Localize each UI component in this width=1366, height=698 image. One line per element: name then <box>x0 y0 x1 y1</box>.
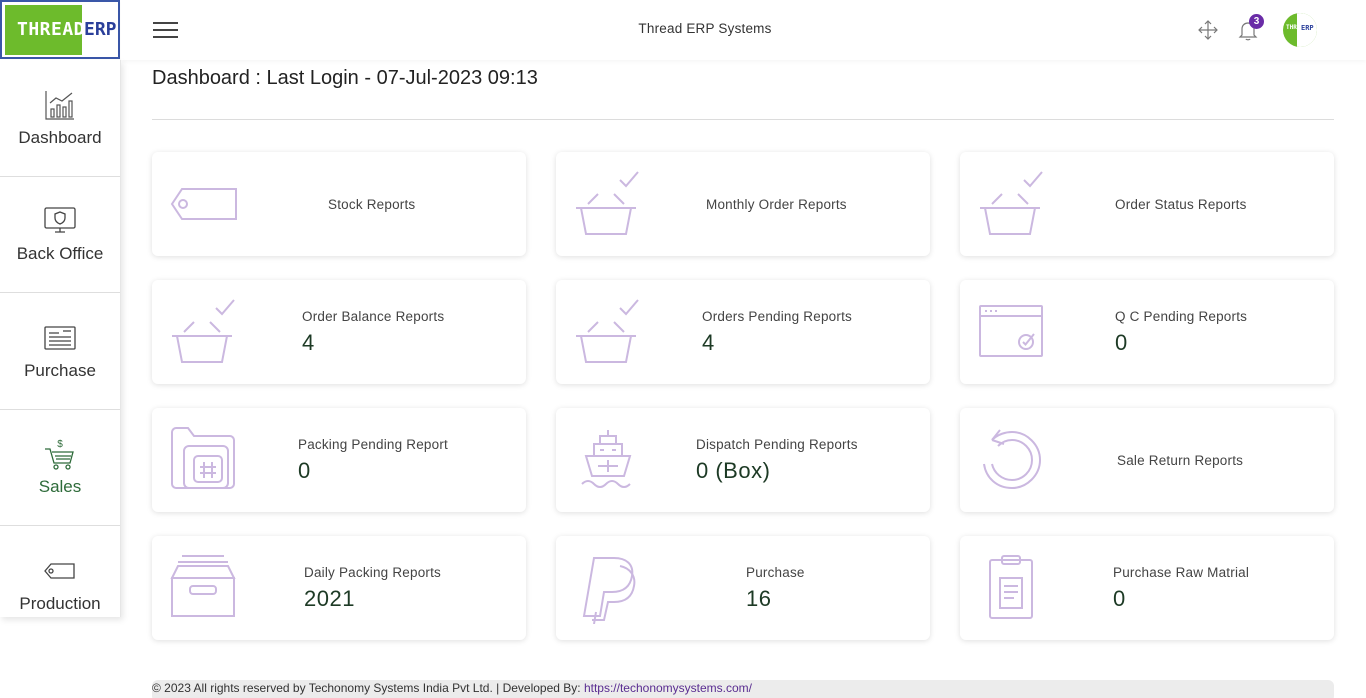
bell-icon[interactable] <box>1237 19 1259 41</box>
cart-dollar-icon: $ <box>45 439 74 470</box>
app-title: Thread ERP Systems <box>638 21 772 36</box>
sidebar-item-label: Back Office <box>16 244 104 264</box>
card-label: Order Balance Reports <box>302 308 445 324</box>
sidebar: Dashboard Back Office Purchase $ <box>0 60 121 617</box>
divider <box>152 119 1334 120</box>
footer-link[interactable]: https://techonomysystems.com/ <box>583 681 753 695</box>
folder-hash-icon <box>171 427 235 489</box>
basket-check-icon <box>576 171 639 235</box>
card-sale-return-reports[interactable]: Sale Return Reports <box>960 408 1334 512</box>
fullscreen-move-icon[interactable] <box>1197 19 1219 41</box>
avatar-left-text: THREAD <box>1286 24 1308 31</box>
notification-badge: 3 <box>1249 14 1264 29</box>
archive-box-icon <box>170 555 236 617</box>
card-daily-packing-reports[interactable]: Daily Packing Reports 2021 <box>152 536 526 640</box>
paypal-icon <box>582 557 636 624</box>
card-label: Monthly Order Reports <box>706 196 847 212</box>
card-label: Stock Reports <box>328 196 416 212</box>
return-arrow-icon <box>983 429 1042 490</box>
monitor-shield-icon <box>44 207 76 233</box>
card-order-balance-reports[interactable]: Order Balance Reports 4 <box>152 280 526 384</box>
avatar-right-text: ERP <box>1301 24 1314 32</box>
sidebar-item-label: Purchase <box>24 360 96 380</box>
card-purchase-raw-matrial[interactable]: Purchase Raw Matrial 0 <box>960 536 1334 640</box>
logo-left-text: THREAD <box>5 5 85 55</box>
sidebar-item-back-office[interactable]: Back Office <box>0 177 120 293</box>
card-label: Packing Pending Report <box>298 436 448 452</box>
card-purchase[interactable]: Purchase 16 <box>556 536 930 640</box>
menu-toggle-icon[interactable] <box>153 22 178 38</box>
card-value: 0 (Box) <box>696 457 771 483</box>
sidebar-item-purchase[interactable]: Purchase <box>0 293 120 410</box>
card-value: 0 <box>1115 329 1128 355</box>
footer: © 2023 All rights reserved by Techonomy … <box>152 680 1334 698</box>
card-label: Dispatch Pending Reports <box>696 436 858 452</box>
basket-check-icon <box>172 299 235 363</box>
sidebar-item-label: Production <box>19 594 101 614</box>
card-value: 4 <box>702 329 715 355</box>
top-bar: Thread ERP Systems <box>121 0 1366 60</box>
footer-text: © 2023 All rights reserved by Techonomy … <box>152 681 584 695</box>
basket-check-icon <box>576 299 639 363</box>
card-value: 0 <box>298 457 311 483</box>
card-value: 0 <box>1113 585 1126 611</box>
card-stock-reports[interactable]: Stock Reports <box>152 152 526 256</box>
card-label: Sale Return Reports <box>1117 452 1244 468</box>
card-label: Purchase <box>746 564 805 580</box>
document-icon <box>44 326 76 350</box>
card-packing-pending-report[interactable]: Packing Pending Report 0 <box>152 408 526 512</box>
card-monthly-order-reports[interactable]: Monthly Order Reports <box>556 152 930 256</box>
card-dispatch-pending-reports[interactable]: Dispatch Pending Reports 0 (Box) <box>556 408 930 512</box>
sidebar-item-label: Sales <box>38 477 82 497</box>
card-order-status-reports[interactable]: Order Status Reports <box>960 152 1334 256</box>
logo-right-text: ERP <box>84 19 117 40</box>
card-value: 2021 <box>304 585 355 611</box>
clipboard-icon <box>989 555 1033 619</box>
basket-check-icon <box>980 171 1043 235</box>
svg-text:$: $ <box>57 439 63 450</box>
card-value: 16 <box>746 585 772 611</box>
sidebar-item-dashboard[interactable]: Dashboard <box>0 60 120 177</box>
logo[interactable]: THREAD ERP <box>0 0 120 59</box>
tag-icon <box>44 563 75 579</box>
chart-icon <box>45 90 74 120</box>
sidebar-item-production[interactable]: Production <box>0 526 120 643</box>
tag-icon <box>170 188 237 220</box>
card-label: Orders Pending Reports <box>702 308 852 324</box>
card-label: Purchase Raw Matrial <box>1113 564 1250 580</box>
sidebar-item-label: Dashboard <box>18 127 102 147</box>
browser-check-icon <box>979 305 1043 357</box>
avatar[interactable]: THREAD ERP <box>1283 13 1317 47</box>
page-title: Dashboard : Last Login - 07-Jul-2023 09:… <box>152 67 538 89</box>
card-label: Q C Pending Reports <box>1115 308 1248 324</box>
sidebar-item-sales[interactable]: $ Sales <box>0 410 120 526</box>
card-label: Daily Packing Reports <box>304 564 442 580</box>
card-label: Order Status Reports <box>1115 196 1247 212</box>
card-value: 4 <box>302 329 315 355</box>
ship-icon <box>581 430 632 488</box>
card-orders-pending-reports[interactable]: Orders Pending Reports 4 <box>556 280 930 384</box>
card-qc-pending-reports[interactable]: Q C Pending Reports 0 <box>960 280 1334 384</box>
